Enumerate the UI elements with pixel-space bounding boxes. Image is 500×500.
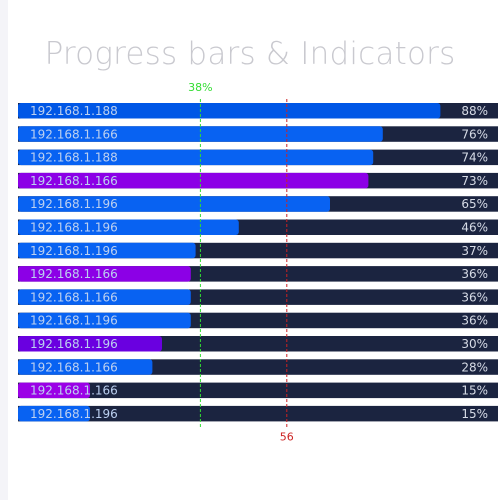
bar-track: [18, 382, 498, 399]
bar: [18, 405, 90, 422]
bar: [18, 149, 374, 166]
bar-value-label: 36%: [461, 290, 488, 304]
marker-label: 38%: [188, 81, 212, 94]
bar: [18, 382, 90, 399]
bar-value-label: 74%: [461, 151, 488, 165]
bar-value-label: 28%: [461, 360, 488, 374]
bar-category-label: 192.168.1.196: [30, 407, 118, 421]
bar-value-label: 30%: [461, 337, 488, 351]
bar-value-label: 65%: [461, 197, 488, 211]
bar: [18, 103, 441, 119]
bar-category-label: 192.168.1.196: [30, 244, 118, 258]
bar: [18, 196, 330, 212]
bar-value-label: 37%: [461, 244, 488, 258]
bar-category-label: 192.168.1.166: [30, 127, 118, 141]
bar-track: [18, 405, 498, 422]
bar: [18, 312, 191, 329]
bar-category-label: 192.168.1.166: [30, 267, 118, 281]
bar-category-label: 192.168.1.188: [30, 151, 118, 165]
bar: [18, 336, 162, 352]
bar-category-label: 192.168.1.196: [30, 197, 118, 211]
bar-category-label: 192.168.1.166: [30, 384, 118, 398]
bar-category-label: 192.168.1.196: [30, 337, 118, 351]
bar-value-label: 36%: [461, 314, 488, 328]
bar: [18, 172, 369, 189]
bar-value-label: 15%: [461, 384, 488, 398]
bar-value-label: 15%: [461, 407, 488, 421]
chart-title: Progress bars & Indicators: [44, 36, 456, 72]
bar: [18, 359, 153, 375]
bar-category-label: 192.168.1.188: [30, 104, 118, 118]
bar-value-label: 36%: [461, 267, 488, 281]
bar-category-label: 192.168.1.196: [30, 221, 118, 235]
bar: [18, 289, 191, 305]
bar: [18, 219, 239, 235]
bar-value-label: 73%: [461, 174, 488, 188]
bar-value-label: 76%: [461, 127, 488, 141]
bar-value-label: 88%: [461, 104, 488, 118]
bar-category-label: 192.168.1.166: [30, 174, 118, 188]
bar-value-label: 46%: [461, 221, 488, 235]
bar: [18, 242, 196, 259]
marker-label: 56: [280, 430, 294, 443]
bar-category-label: 192.168.1.166: [30, 290, 118, 304]
bar-category-label: 192.168.1.196: [30, 314, 118, 328]
bar-category-label: 192.168.1.166: [30, 360, 118, 374]
bar: [18, 266, 191, 282]
